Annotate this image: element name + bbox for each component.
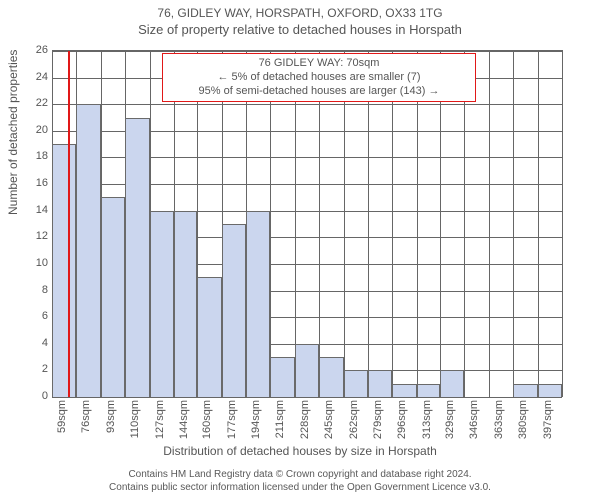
y-tick-label: 14	[18, 204, 48, 216]
y-tick-label: 22	[18, 97, 48, 109]
histogram-bar	[368, 370, 392, 397]
gridline-vertical	[417, 51, 418, 397]
plot-area: 76 GIDLEY WAY: 70sqm ← 5% of detached ho…	[52, 50, 563, 397]
x-tick-label: 380sqm	[517, 400, 529, 439]
x-tick-label: 211sqm	[274, 400, 286, 438]
gridline-vertical	[270, 51, 271, 397]
gridline-vertical	[392, 51, 393, 397]
gridline-horizontal	[52, 397, 562, 398]
x-tick-label: 127sqm	[154, 400, 166, 439]
histogram-bar	[538, 384, 562, 397]
histogram-bar	[246, 211, 270, 397]
y-tick-label: 0	[18, 390, 48, 402]
x-tick-label: 279sqm	[372, 400, 384, 439]
x-tick-label: 144sqm	[178, 400, 190, 439]
gridline-vertical	[538, 51, 539, 397]
histogram-bar	[125, 118, 149, 397]
x-tick-label: 194sqm	[250, 400, 262, 439]
histogram-bar	[76, 104, 100, 397]
x-tick-label: 262sqm	[348, 400, 360, 439]
histogram-bar	[174, 211, 197, 397]
y-tick-label: 12	[18, 230, 48, 242]
y-tick-label: 16	[18, 177, 48, 189]
x-axis-label: Distribution of detached houses by size …	[0, 444, 600, 458]
histogram-bar	[440, 370, 464, 397]
histogram-bar	[392, 384, 416, 397]
x-tick-label: 296sqm	[396, 400, 408, 439]
x-tick-label: 346sqm	[468, 400, 480, 439]
x-tick-label: 228sqm	[299, 400, 311, 439]
gridline-vertical	[464, 51, 465, 397]
info-box-line-2: ← 5% of detached houses are smaller (7)	[169, 71, 469, 85]
footer: Contains HM Land Registry data © Crown c…	[0, 469, 600, 494]
gridline-vertical	[562, 51, 563, 397]
histogram-bar	[344, 370, 368, 397]
footer-line-2: Contains public sector information licen…	[0, 482, 600, 495]
info-box: 76 GIDLEY WAY: 70sqm ← 5% of detached ho…	[162, 53, 476, 102]
gridline-vertical	[368, 51, 369, 397]
histogram-bar	[52, 144, 76, 397]
x-tick-label: 59sqm	[56, 400, 68, 433]
info-box-line-3: 95% of semi-detached houses are larger (…	[169, 85, 469, 99]
chart-wrapper: 76, GIDLEY WAY, HORSPATH, OXFORD, OX33 1…	[0, 0, 600, 500]
y-tick-label: 10	[18, 257, 48, 269]
gridline-vertical	[319, 51, 320, 397]
chart-titles: 76, GIDLEY WAY, HORSPATH, OXFORD, OX33 1…	[0, 6, 600, 37]
x-tick-label: 245sqm	[323, 400, 335, 439]
plot-outer: 76 GIDLEY WAY: 70sqm ← 5% of detached ho…	[52, 50, 562, 396]
histogram-bar	[222, 224, 246, 397]
histogram-bar	[270, 357, 294, 397]
y-tick-label: 18	[18, 150, 48, 162]
histogram-bar	[295, 344, 319, 397]
x-tick-label: 160sqm	[201, 400, 213, 439]
footer-line-1: Contains HM Land Registry data © Crown c…	[0, 469, 600, 482]
gridline-vertical	[440, 51, 441, 397]
histogram-bar	[150, 211, 174, 397]
gridline-horizontal	[52, 104, 562, 105]
gridline-horizontal	[52, 51, 562, 52]
y-tick-label: 24	[18, 71, 48, 83]
x-tick-label: 329sqm	[444, 400, 456, 439]
y-tick-label: 8	[18, 284, 48, 296]
histogram-bar	[101, 197, 125, 397]
x-tick-label: 397sqm	[542, 400, 554, 439]
histogram-bar	[197, 277, 221, 397]
x-tick-label: 93sqm	[105, 400, 117, 433]
title-address: 76, GIDLEY WAY, HORSPATH, OXFORD, OX33 1…	[0, 6, 600, 20]
y-tick-label: 20	[18, 124, 48, 136]
x-tick-label: 313sqm	[421, 400, 433, 439]
x-tick-label: 363sqm	[493, 400, 505, 439]
title-subtitle: Size of property relative to detached ho…	[0, 22, 600, 37]
gridline-vertical	[344, 51, 345, 397]
y-tick-label: 4	[18, 337, 48, 349]
histogram-bar	[417, 384, 440, 397]
y-tick-label: 6	[18, 310, 48, 322]
gridline-vertical	[513, 51, 514, 397]
histogram-bar	[319, 357, 343, 397]
reference-line	[68, 51, 70, 397]
x-tick-label: 177sqm	[226, 400, 238, 439]
histogram-bar	[513, 384, 537, 397]
info-box-line-1: 76 GIDLEY WAY: 70sqm	[169, 57, 469, 71]
y-tick-label: 26	[18, 44, 48, 56]
gridline-vertical	[489, 51, 490, 397]
x-tick-label: 76sqm	[80, 400, 92, 433]
y-tick-label: 2	[18, 363, 48, 375]
x-tick-label: 110sqm	[129, 400, 141, 438]
